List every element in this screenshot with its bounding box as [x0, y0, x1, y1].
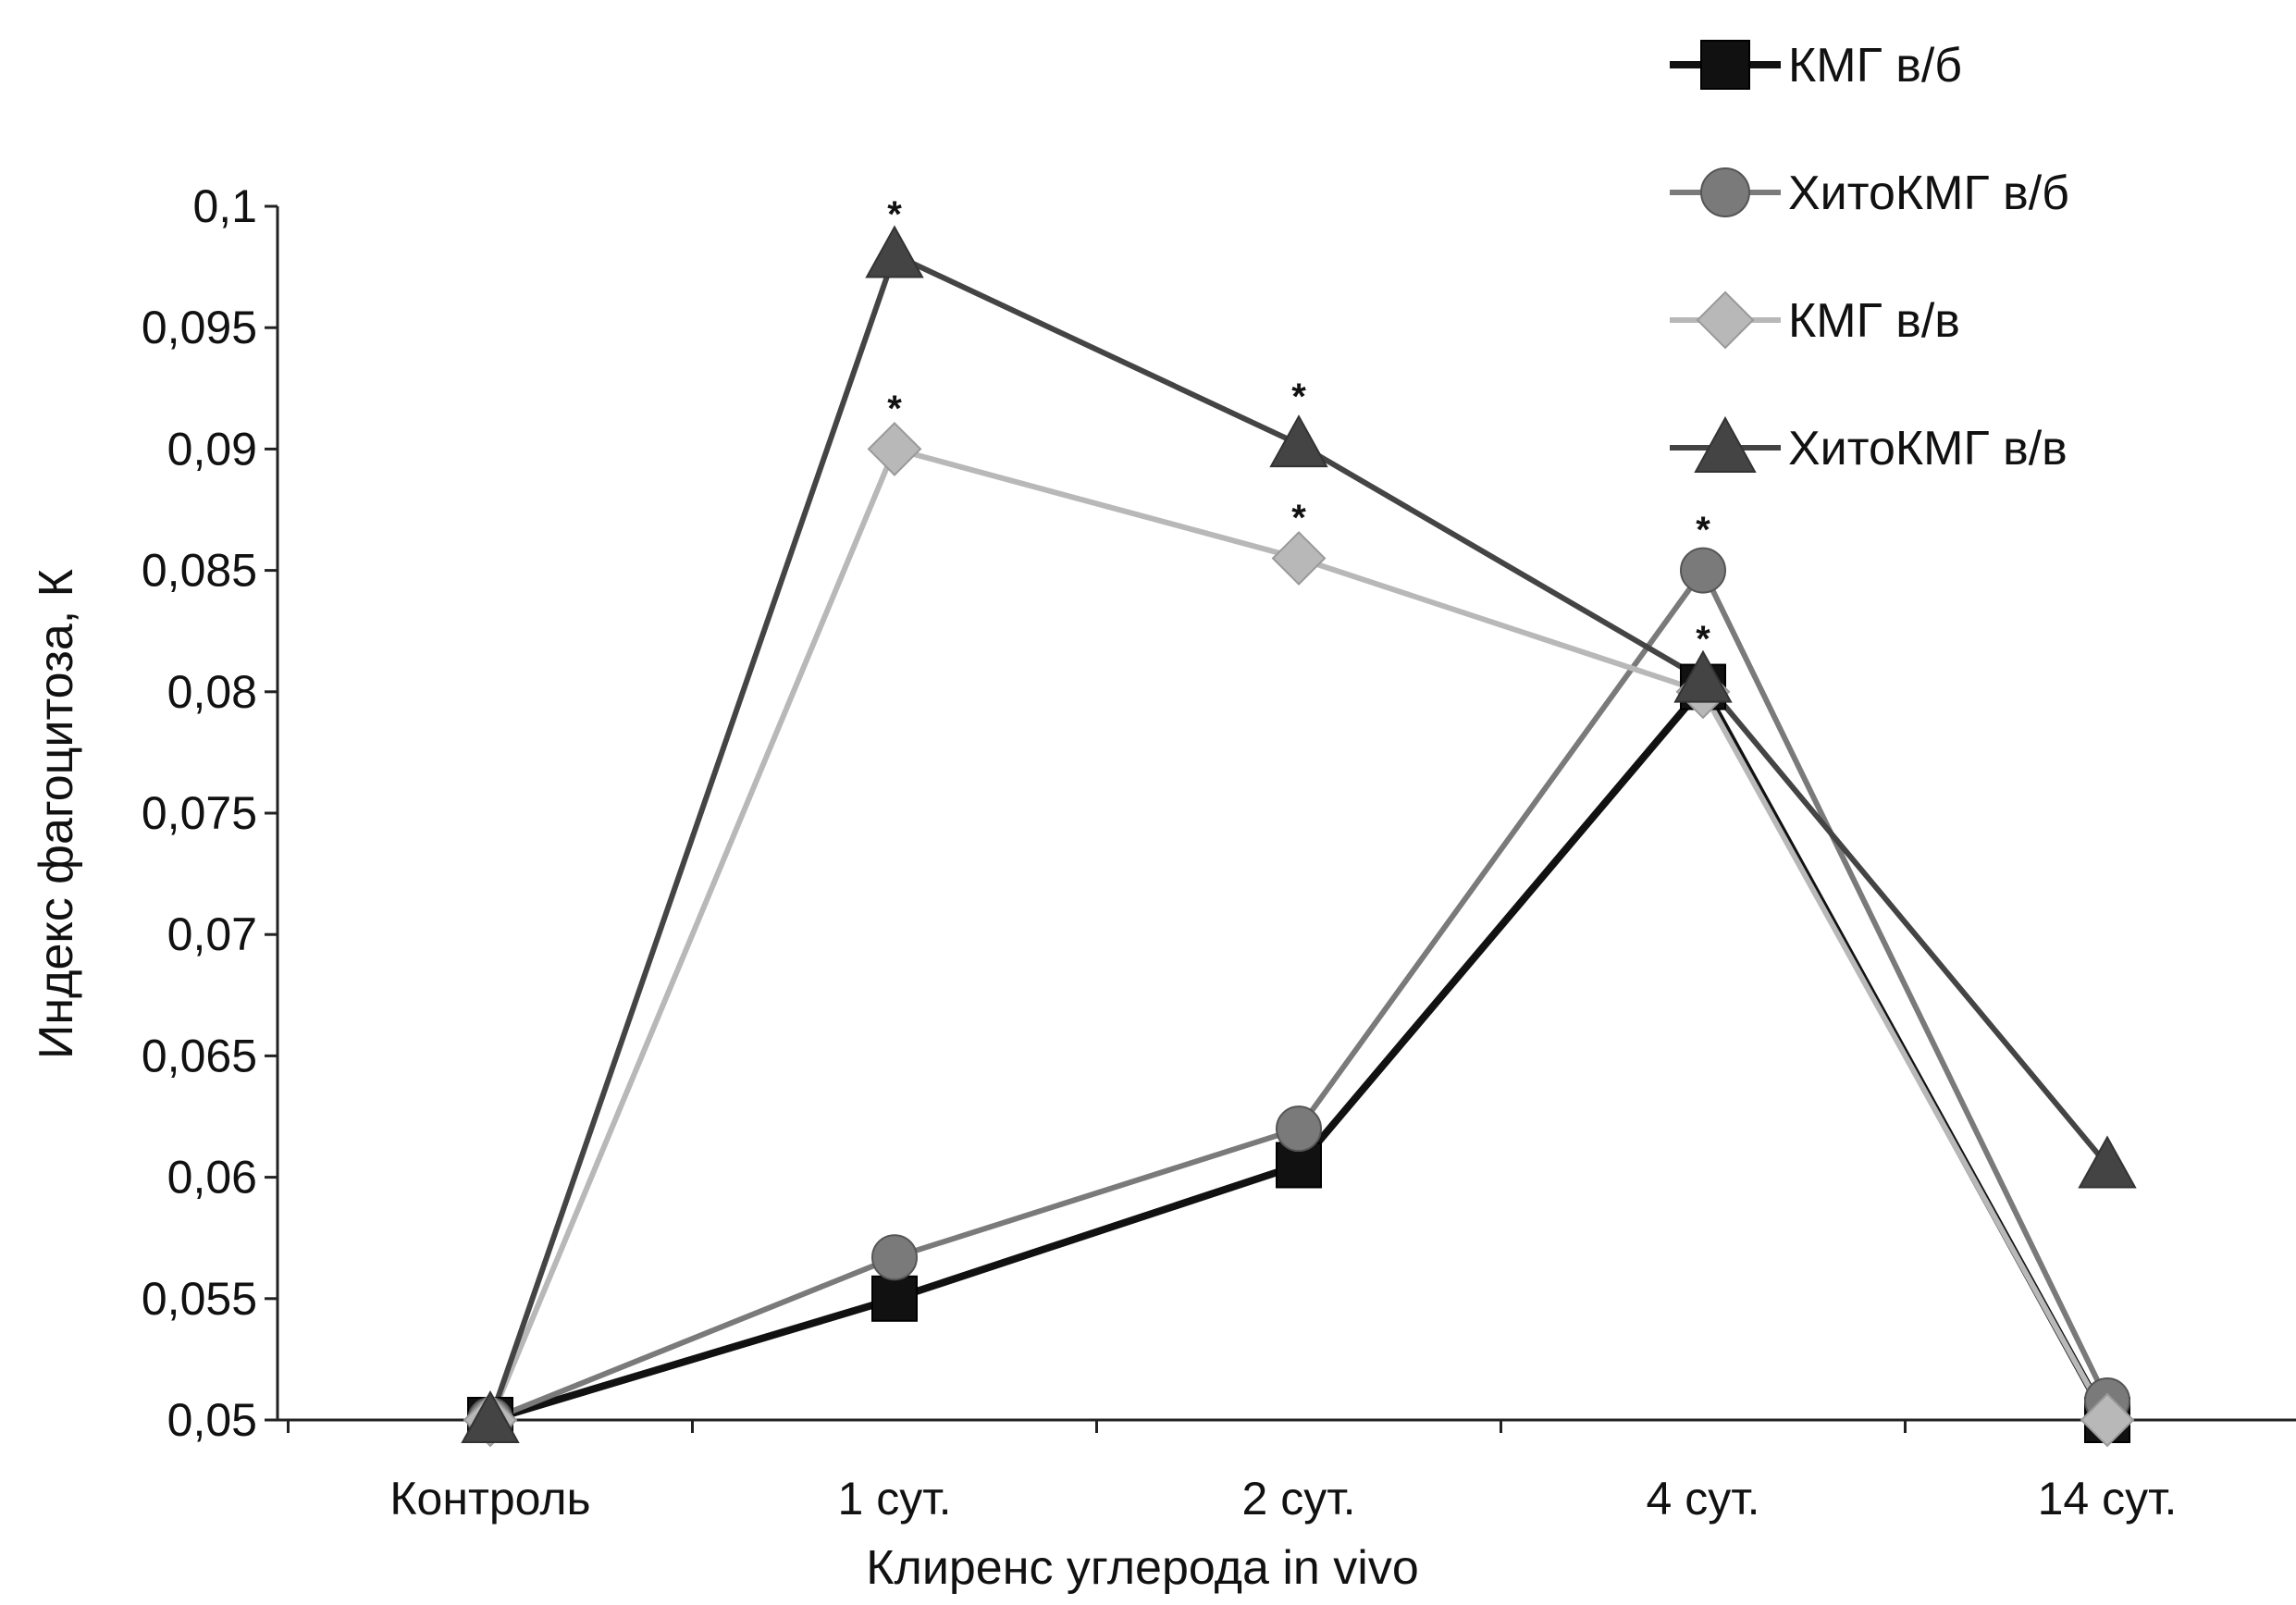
significance-star: * — [887, 389, 902, 429]
y-tick-label: 0,07 — [167, 908, 257, 960]
data-point — [865, 225, 924, 278]
data-point — [867, 421, 922, 476]
data-point — [1673, 649, 1733, 703]
significance-star: * — [1291, 498, 1306, 538]
legend-marker — [1694, 415, 1757, 473]
series-markers — [461, 225, 2137, 1448]
series-line — [488, 446, 2110, 1422]
data-point — [1276, 1105, 1322, 1153]
y-tick-label: 0,095 — [142, 302, 257, 353]
x-tick-label: 14 сут. — [2038, 1473, 2178, 1525]
legend-label: ХитоКМГ в/б — [1788, 167, 2069, 220]
x-tick-label: 4 сут. — [1647, 1473, 1760, 1525]
significance-star: * — [887, 194, 902, 235]
data-point — [1269, 414, 1328, 468]
legend-label: ХитоКМГ в/в — [1788, 422, 2068, 475]
x-axis-title: Клиренс углерода in vivo — [866, 1541, 1419, 1595]
significance-star: * — [1696, 619, 1710, 660]
annotations: * * * * * * — [887, 194, 1710, 660]
legend: КМГ в/б ХитоКМГ в/б КМГ в/в ХитоКМГ в/в — [1670, 39, 2069, 475]
legend-marker — [1696, 290, 1755, 350]
series-line — [488, 567, 2110, 1423]
y-tick-label: 0,075 — [142, 787, 257, 839]
legend-label: КМГ в/в — [1788, 294, 1960, 348]
series-line — [488, 683, 2111, 1424]
data-point — [871, 1234, 918, 1281]
y-tick-label: 0,08 — [167, 666, 257, 718]
data-point — [871, 1275, 918, 1322]
data-point — [1276, 1142, 1322, 1189]
y-tick-label: 0,05 — [167, 1394, 257, 1446]
data-point — [461, 1389, 520, 1443]
y-tick-label: 0,1 — [192, 180, 257, 232]
data-point — [1271, 531, 1327, 586]
y-tick-label: 0,09 — [167, 423, 257, 475]
x-tick-label: 1 сут. — [838, 1473, 952, 1525]
data-point — [2078, 1135, 2137, 1189]
significance-star: * — [1291, 377, 1306, 417]
legend-label: КМГ в/б — [1788, 39, 1962, 93]
significance-star: * — [1696, 510, 1710, 550]
y-tick-label: 0,055 — [142, 1273, 257, 1325]
y-tick-label: 0,065 — [142, 1030, 257, 1081]
y-tick-label: 0,06 — [167, 1152, 257, 1204]
y-axis-title: Индекс фагоцитоза, К — [30, 569, 83, 1059]
y-tick-label: 0,085 — [142, 545, 257, 597]
axes: 0,05 0,055 0,06 0,065 0,07 0,075 0,08 0,085 0,09… — [30, 180, 2296, 1595]
x-tick-label: 2 сут. — [1242, 1473, 1356, 1525]
legend-marker — [1700, 167, 1750, 217]
data-point — [2080, 1392, 2135, 1448]
legend-marker — [1700, 40, 1750, 90]
x-tick-label: Контроль — [389, 1473, 590, 1525]
data-point — [1680, 547, 1726, 594]
